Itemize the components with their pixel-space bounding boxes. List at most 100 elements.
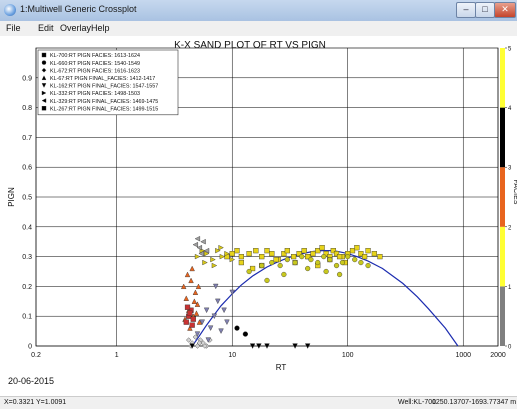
- data-point: [192, 241, 199, 248]
- data-point: [264, 277, 270, 284]
- data-point: [323, 268, 329, 275]
- data-point: [299, 254, 305, 260]
- data-point: [203, 307, 210, 314]
- data-point: [296, 251, 302, 257]
- colorbar-tick-label: 4: [508, 106, 512, 112]
- data-point: [238, 259, 244, 266]
- menu-edit[interactable]: Edit: [38, 23, 54, 33]
- data-point: [194, 301, 201, 307]
- menu-help[interactable]: Help: [91, 23, 110, 33]
- data-point: [194, 253, 201, 260]
- data-point: [190, 316, 196, 322]
- data-point: [327, 256, 333, 263]
- x-tick-label: 100: [342, 352, 354, 359]
- data-point: [264, 343, 270, 349]
- chart-axes: 0.2 1 10 100 1000 2000 0 0.1 0.2 0.3 0.4 0.5 0.6 0.7 0…: [7, 75, 506, 372]
- x-tick-label: 1: [115, 352, 119, 359]
- data-point: [221, 307, 227, 314]
- legend-marker: [41, 83, 47, 88]
- data-point: [234, 248, 240, 254]
- data-point: [213, 283, 219, 290]
- data-point: [253, 248, 259, 254]
- colorbar-segment: [500, 226, 505, 287]
- data-point: [218, 328, 224, 334]
- colorbar-tick-label: 3: [508, 166, 512, 172]
- data-point: [189, 343, 195, 349]
- y-tick-label: 0.7: [22, 135, 32, 142]
- data-point: [304, 343, 311, 349]
- data-point: [284, 248, 290, 254]
- data-point: [202, 259, 208, 266]
- data-point: [358, 251, 364, 257]
- data-point: [292, 259, 298, 266]
- data-point: [204, 250, 210, 257]
- data-point: [192, 334, 199, 340]
- data-point: [210, 256, 216, 263]
- minimize-button[interactable]: –: [456, 2, 476, 18]
- close-button[interactable]: ✕: [494, 2, 516, 18]
- data-point: [301, 248, 307, 254]
- data-point: [224, 319, 230, 326]
- depth-range: 1250.13707-1693.77347 m: [432, 399, 517, 406]
- maximize-button[interactable]: □: [475, 2, 495, 18]
- data-point: [308, 256, 314, 263]
- menu-file[interactable]: File: [6, 23, 21, 33]
- y-tick-label: 0.2: [22, 284, 32, 291]
- data-point: [191, 298, 198, 304]
- data-point: [330, 248, 336, 254]
- colorbar-segment: [500, 167, 505, 227]
- menu-bar: File Edit Overlay Help: [0, 21, 517, 36]
- data-point: [202, 343, 208, 349]
- facies-colorbar: 0 1 2 3 4 5 FACIES: [500, 47, 517, 351]
- data-point: [229, 256, 236, 263]
- data-point: [200, 238, 206, 245]
- legend-entry: KL-700:RT PIGN FACIES: 1613-1624: [50, 53, 140, 59]
- data-point: [365, 248, 371, 254]
- data-point: [183, 319, 189, 325]
- data-point: [211, 313, 218, 320]
- data-point: [315, 259, 321, 266]
- chart-legend: KL-700:RT PIGN FACIES: 1613-1624 KL-660:R…: [37, 49, 179, 116]
- data-point: [183, 295, 189, 301]
- data-point: [259, 253, 265, 260]
- data-point: [264, 248, 270, 254]
- data-point: [229, 251, 235, 257]
- colorbar-tick-label: 5: [508, 47, 512, 53]
- data-point: [194, 235, 201, 242]
- data-point: [246, 251, 252, 257]
- y-tick-label: 0.4: [22, 224, 32, 231]
- x-tick-label: 2000: [490, 352, 506, 359]
- data-point: [198, 250, 204, 257]
- menu-overlay[interactable]: Overlay: [60, 23, 92, 33]
- crossplot-chart[interactable]: K-X SAND PLOT OF RT VS PIGN 0.2 1 10 100 100…: [0, 36, 517, 376]
- data-point: [365, 262, 371, 269]
- window-titlebar: 1:Multiwell Generic Crossplot – □ ✕: [0, 0, 517, 22]
- legend-marker: [41, 60, 47, 65]
- data-point: [187, 310, 193, 316]
- y-tick-label: 0.5: [22, 195, 32, 202]
- data-point: [371, 251, 377, 257]
- data-point: [273, 256, 279, 263]
- data-point: [336, 253, 343, 260]
- data-point: [269, 251, 275, 257]
- data-point: [281, 271, 287, 278]
- y-tick-label: 0: [28, 344, 32, 351]
- data-point: [377, 253, 383, 260]
- colorbar-segment: [500, 107, 505, 168]
- data-point: [238, 253, 244, 260]
- y-axis-label: PIGN: [7, 187, 16, 207]
- data-point: [195, 283, 202, 290]
- x-axis-label: RT: [276, 363, 287, 372]
- data-point: [315, 248, 321, 254]
- data-point: [352, 256, 358, 263]
- data-point: [358, 259, 364, 266]
- legend-marker: [41, 52, 47, 58]
- x-tick-label: 0.2: [31, 352, 41, 359]
- legend-marker: [41, 105, 47, 111]
- data-point: [215, 298, 221, 305]
- colorbar-label: FACIES: [512, 180, 517, 205]
- colorbar-tick-label: 2: [508, 225, 512, 231]
- legend-entry: KL-329:RT PIGN FINAL_FACIES: 1469-1475: [50, 99, 158, 105]
- data-point: [194, 331, 201, 337]
- data-point: [310, 251, 316, 257]
